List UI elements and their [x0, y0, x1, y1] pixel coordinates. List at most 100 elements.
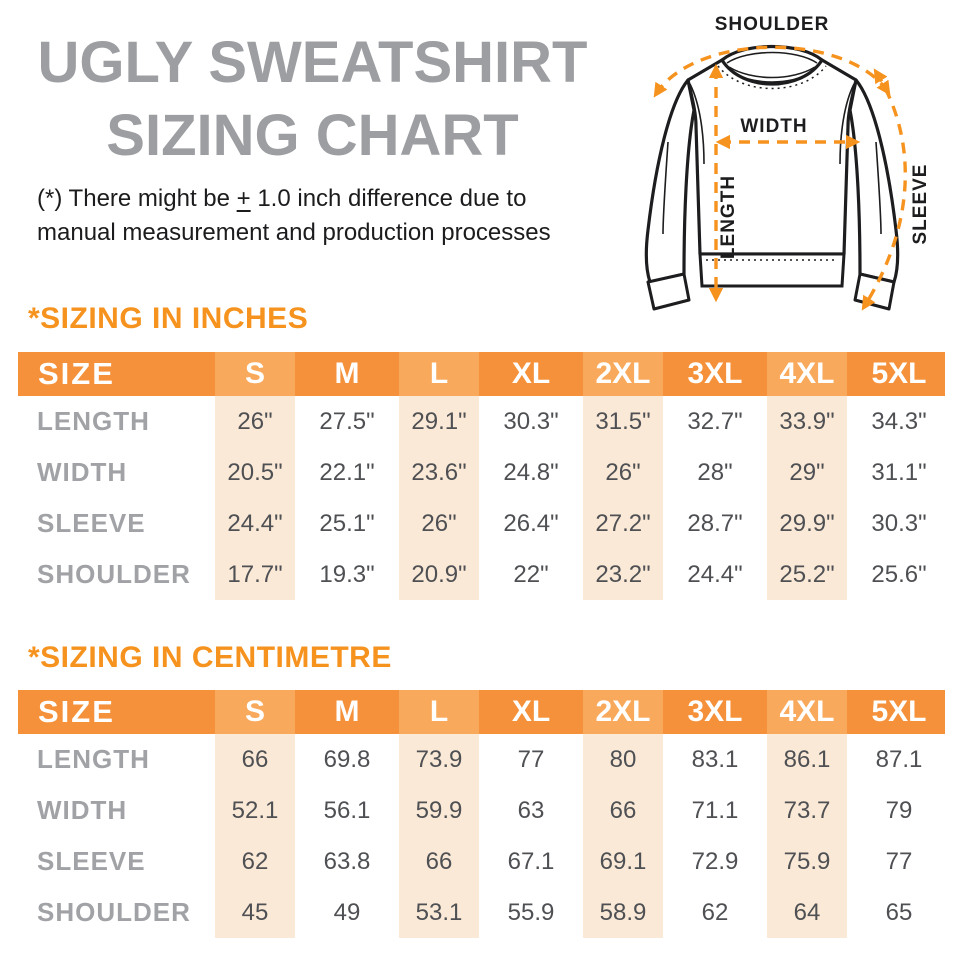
width-label: WIDTH [740, 116, 807, 137]
size-header-cell: L [393, 690, 485, 734]
size-value-cell: 80 [577, 734, 669, 785]
size-value-cell: 27.2" [577, 498, 669, 549]
size-value-cell: 30.3" [503, 407, 559, 435]
size-value-cell: 62 [701, 898, 729, 926]
size-value-cell: 79 [885, 796, 913, 824]
inches-size-table: SIZE S M L XL 2XL 3XL 4XL 5XL LENGTH 26" 27.5" 29.1… [18, 352, 945, 600]
plus-minus-sign: + [236, 185, 251, 212]
shoulder-label: SHOULDER [715, 14, 830, 35]
tolerance-note: (*) There might be + 1.0 inch difference… [37, 182, 627, 250]
size-value-cell: 23.2" [577, 549, 669, 600]
row-label: WIDTH [37, 795, 128, 825]
size-header-cell: 4XL [761, 690, 853, 734]
size-value-cell: 28" [697, 458, 733, 486]
sweatshirt-left-sleeve-art [644, 78, 696, 311]
size-value-cell: 87.1 [875, 745, 923, 773]
size-value-cell: 29" [761, 447, 853, 498]
size-value-cell: 66 [393, 836, 485, 887]
size-value-cell: 26" [209, 396, 301, 447]
note-prefix: (*) There might be [37, 185, 237, 212]
row-label: SLEEVE [37, 846, 146, 876]
size-column-header: SIZE [38, 694, 115, 729]
size-value-cell: 73.9 [393, 734, 485, 785]
size-header-cell: S [209, 352, 301, 396]
size-header-cell: L [393, 352, 485, 396]
cm-size-table: SIZE S M L XL 2XL 3XL 4XL 5XL LENGTH 66 69.8 73.9 77… [18, 690, 945, 938]
measurement-row: WIDTH 52.1 56.1 59.9 63 66 71.1 73.7 79 [18, 785, 945, 836]
size-value-cell: 17.7" [209, 549, 301, 600]
size-header-row: SIZE S M L XL 2XL 3XL 4XL 5XL [18, 352, 945, 396]
size-value-cell: 63 [517, 796, 545, 824]
size-value-cell: 26" [393, 498, 485, 549]
size-value-cell: 19.3" [319, 560, 375, 588]
measurement-row: SLEEVE 24.4" 25.1" 26" 26.4" 27.2" 28.7" 29.9" 3… [18, 498, 945, 549]
size-value-cell: 23.6" [393, 447, 485, 498]
size-value-cell: 67.1 [507, 847, 555, 875]
size-value-cell: 33.9" [761, 396, 853, 447]
row-label: SHOULDER [37, 559, 191, 589]
row-label: LENGTH [37, 406, 150, 436]
measurement-row: SHOULDER 17.7" 19.3" 20.9" 22" 23.2" 24.4" 25.2… [18, 549, 945, 600]
size-value-cell: 26.4" [503, 509, 559, 537]
note-suffix: 1.0 inch difference due to [250, 185, 527, 212]
size-value-cell: 24.8" [503, 458, 559, 486]
size-value-cell: 25.2" [761, 549, 853, 600]
size-value-cell: 30.3" [871, 509, 927, 537]
size-value-cell: 20.5" [209, 447, 301, 498]
size-header-cell: XL [511, 357, 551, 390]
size-value-cell: 69.1 [577, 836, 669, 887]
size-value-cell: 56.1 [323, 796, 371, 824]
page-title-line1: UGLY SWEATSHIRT [37, 30, 588, 95]
size-value-cell: 52.1 [209, 785, 301, 836]
measurement-row: SHOULDER 45 49 53.1 55.9 58.9 62 64 65 [18, 887, 945, 938]
cm-table-header: SIZE S M L XL 2XL 3XL 4XL 5XL [18, 690, 945, 734]
size-value-cell: 66 [577, 785, 669, 836]
size-header-cell: M [334, 695, 360, 728]
size-value-cell: 31.5" [577, 396, 669, 447]
size-value-cell: 31.1" [871, 458, 927, 486]
sweatshirt-measurement-diagram: SHOULDER WIDTH LENGTH SLEEVE [644, 14, 931, 311]
size-header-cell: XL [511, 695, 551, 728]
size-value-cell: 22" [513, 560, 549, 588]
size-header-cell: 4XL [761, 352, 853, 396]
size-value-cell: 25.6" [871, 560, 927, 588]
size-value-cell: 75.9 [761, 836, 853, 887]
size-value-cell: 53.1 [393, 887, 485, 938]
size-value-cell: 71.1 [691, 796, 739, 824]
cm-section-title: *SIZING IN CENTIMETRE [28, 641, 392, 674]
size-header-row: SIZE S M L XL 2XL 3XL 4XL 5XL [18, 690, 945, 734]
size-value-cell: 72.9 [691, 847, 739, 875]
size-value-cell: 24.4" [209, 498, 301, 549]
row-label: SLEEVE [37, 508, 146, 538]
size-value-cell: 28.7" [687, 509, 743, 537]
inches-section-title: *SIZING IN INCHES [28, 302, 309, 335]
size-header-cell: 2XL [577, 352, 669, 396]
sweatshirt-collar-art [717, 45, 827, 90]
sleeve-label: SLEEVE [910, 164, 931, 245]
size-value-cell: 32.7" [687, 407, 743, 435]
sweatshirt-right-sleeve-art [848, 78, 900, 311]
size-value-cell: 65 [885, 898, 913, 926]
measurement-row: LENGTH 26" 27.5" 29.1" 30.3" 31.5" 32.7" 33.9" 3… [18, 396, 945, 447]
row-label: SHOULDER [37, 897, 191, 927]
measurement-row: WIDTH 20.5" 22.1" 23.6" 24.8" 26" 28" 29" 31.1" [18, 447, 945, 498]
measurement-row: SLEEVE 62 63.8 66 67.1 69.1 72.9 75.9 77 [18, 836, 945, 887]
size-header-cell: 3XL [687, 357, 743, 390]
size-value-cell: 27.5" [319, 407, 375, 435]
size-value-cell: 69.8 [323, 745, 371, 773]
size-value-cell: 66 [209, 734, 301, 785]
size-value-cell: 24.4" [687, 560, 743, 588]
size-value-cell: 73.7 [761, 785, 853, 836]
size-header-cell: 5XL [871, 357, 927, 390]
measurement-row: LENGTH 66 69.8 73.9 77 80 83.1 86.1 87.1 [18, 734, 945, 785]
size-header-cell: 2XL [577, 690, 669, 734]
row-label: WIDTH [37, 457, 128, 487]
size-value-cell: 20.9" [393, 549, 485, 600]
size-value-cell: 29.1" [393, 396, 485, 447]
size-value-cell: 55.9 [507, 898, 555, 926]
row-label: LENGTH [37, 744, 150, 774]
size-value-cell: 64 [761, 887, 853, 938]
size-value-cell: 58.9 [577, 887, 669, 938]
cm-table-body: LENGTH 66 69.8 73.9 77 80 83.1 86.1 87.1 WIDTH 52.… [18, 734, 945, 938]
